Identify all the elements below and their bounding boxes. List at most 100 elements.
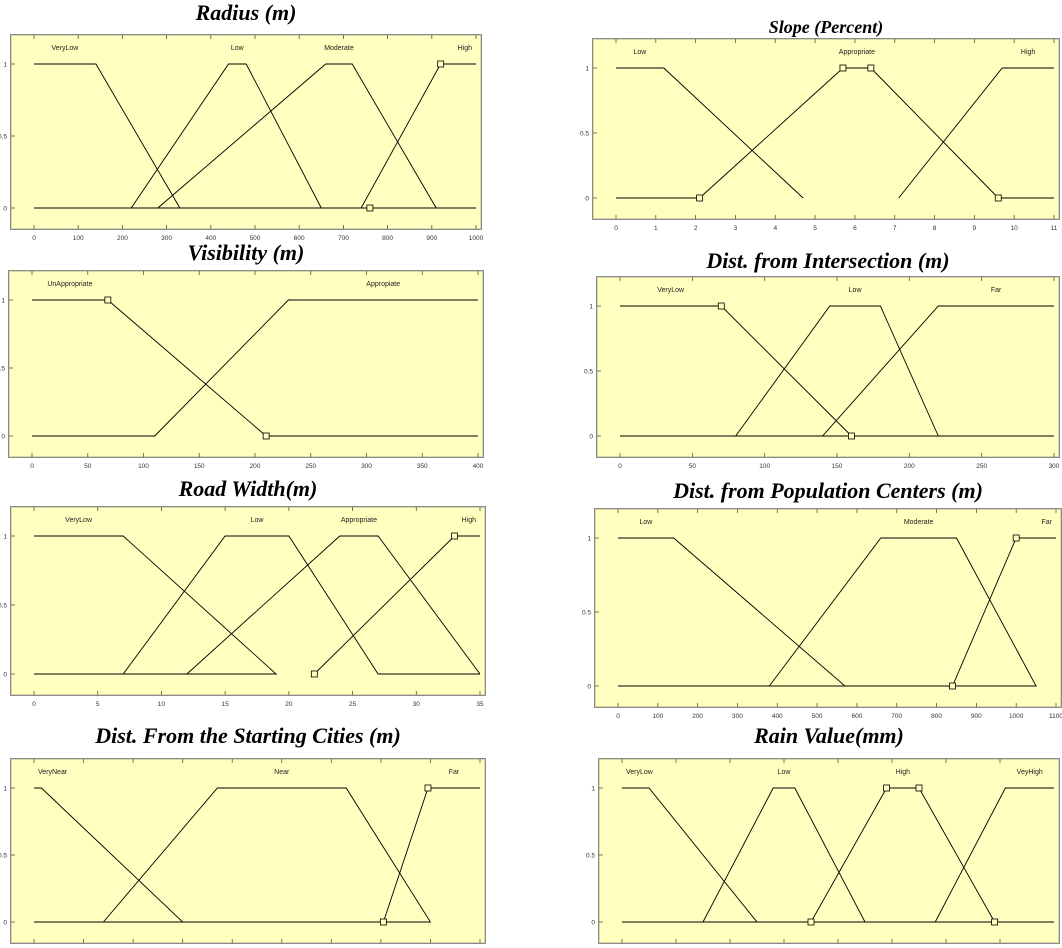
x-tick-label: 400 (205, 235, 216, 242)
x-tick-label: 150 (194, 463, 205, 470)
x-tick-label: 800 (382, 235, 393, 242)
chart-panel-road-width: Road Width(m) 0 5 10 15 20 25 30 35 0 0.5 1 VeryLow… (0, 476, 486, 708)
y-tick-label: 1 (591, 786, 595, 793)
y-tick-label: 1 (1, 298, 5, 305)
series-line-appropriate (616, 67, 1054, 199)
series-label: Appropiate (366, 281, 400, 288)
y-tick-label: 0 (585, 196, 589, 203)
series-line-far (34, 787, 480, 923)
y-tick-label: 1 (3, 534, 7, 541)
chart-title: Slope (Percent) (768, 17, 884, 37)
point-marker (104, 296, 112, 304)
point-marker (994, 194, 1002, 202)
series-line-appropiate (32, 299, 478, 437)
x-tick-label: 700 (891, 713, 902, 720)
x-tick-label: 3 (734, 225, 738, 232)
x-tick-label: 35 (476, 701, 484, 708)
chart-panel-visibility: Visibility (m) 0 50 100 150 200 250 300 350 400 0… (0, 240, 484, 470)
point-marker (451, 532, 458, 540)
x-tick-label: 1 (654, 225, 658, 232)
x-tick-label: 500 (812, 713, 823, 720)
series-label: Appropriate (341, 517, 377, 524)
x-tick-label: 300 (161, 235, 172, 242)
series-line-high (898, 67, 1054, 199)
y-tick-label: 0 (589, 434, 593, 441)
y-tick-label: 1 (3, 786, 7, 793)
series-line-moderate (768, 537, 1037, 687)
point-marker (883, 784, 891, 792)
y-tick-label: 0 (591, 920, 595, 927)
chart-panel-starting-cities: Dist. From the Starting Cities (m) 30004… (0, 722, 486, 946)
x-tick-label: 250 (305, 463, 316, 470)
series-line-far (618, 537, 1056, 687)
x-tick-label: 25 (349, 701, 357, 708)
x-tick-label: 0 (30, 463, 34, 470)
series-label: Near (274, 769, 290, 776)
series-label: VeryNear (38, 769, 68, 776)
y-tick-label: 0 (1, 434, 5, 441)
x-tick-label: 1100 (1049, 713, 1062, 720)
x-tick-label: 9 (973, 225, 977, 232)
point-marker (262, 432, 270, 440)
x-tick-label: 11 (1051, 225, 1058, 232)
x-tick-label: 100 (73, 235, 84, 242)
series-line-near (103, 787, 432, 923)
chart-panel-radius: Radius (m) 0 100 200 300 400 500 600 700 800 900 1… (0, 0, 484, 242)
point-marker (310, 670, 318, 678)
series-label: Moderate (904, 519, 934, 526)
y-tick-label: 0.5 (584, 369, 593, 376)
series-line-appropriate (186, 535, 481, 675)
y-tick-label: 0.5 (0, 134, 7, 141)
x-tick-label: 1000 (469, 235, 484, 242)
point-marker (839, 64, 847, 72)
x-tick-label: 5 (813, 225, 817, 232)
x-tick-label: 0 (618, 463, 622, 470)
plot-area (10, 506, 486, 696)
series-label: Low (849, 287, 863, 294)
point-marker (696, 194, 704, 202)
point-marker (437, 60, 445, 68)
series-line-low (622, 787, 1054, 923)
series-line-verylow (34, 63, 476, 209)
x-tick-label: 7 (893, 225, 897, 232)
x-tick-label: 50 (84, 463, 92, 470)
x-tick-label: 400 (772, 713, 783, 720)
chart-title: Dist. From the Starting Cities (m) (95, 723, 401, 748)
y-tick-label: 0.5 (582, 610, 591, 617)
x-tick-label: 350 (417, 463, 428, 470)
x-tick-label: 0 (614, 225, 618, 232)
chart-svg: 15016017018019020021022000.51VeryLowLowH… (586, 759, 1054, 943)
chart-panel-slope: Slope (Percent) 0 1 2 3 4 5 6 7 8 9 10 11 0 0.5 1 Low Ap… (580, 0, 1060, 232)
point-marker (949, 682, 956, 690)
series-label: UnAppropriate (47, 281, 92, 288)
point-marker (366, 204, 374, 212)
x-tick-label: 100 (138, 463, 149, 470)
chart-svg: 0 1 2 3 4 5 6 7 8 9 10 11 0 0.5 1 Low Appropriate High (580, 39, 1058, 232)
y-tick-label: 0.5 (586, 853, 595, 860)
y-tick-label: 0.5 (0, 366, 5, 373)
x-tick-label: 50 (689, 463, 697, 470)
series-line-low (735, 305, 939, 437)
x-tick-label: 2 (694, 225, 698, 232)
series-label: VeryLow (626, 769, 654, 776)
x-tick-label: 300 (1049, 463, 1060, 470)
series-label: Low (251, 517, 265, 524)
chart-svg: 0 5 10 15 20 25 30 35 0 0.5 1 VeryLow Low Appropriate… (0, 507, 484, 708)
chart-svg: 0 100 200 300 400 500 600 700 800 900 1000 0 0.5 1 Ver… (0, 35, 484, 242)
x-tick-label: 0 (32, 235, 36, 242)
series-label: VeyHigh (1017, 769, 1043, 776)
point-marker (379, 918, 387, 926)
series-label: High (462, 517, 477, 524)
y-tick-label: 1 (587, 536, 591, 543)
plot-area (598, 758, 1060, 944)
series-line-verylow (622, 787, 1054, 923)
x-tick-label: 300 (732, 713, 743, 720)
x-tick-label: 6 (853, 225, 857, 232)
y-tick-label: 0.5 (0, 853, 7, 860)
y-tick-label: 1 (3, 62, 7, 69)
chart-svg: 0 50 100 150 200 250 300 350 400 0 0.5 1 UnAppropria… (0, 271, 484, 470)
x-tick-label: 100 (759, 463, 770, 470)
series-label: Far (449, 769, 460, 776)
point-marker (807, 918, 815, 926)
point-marker (1012, 534, 1020, 542)
